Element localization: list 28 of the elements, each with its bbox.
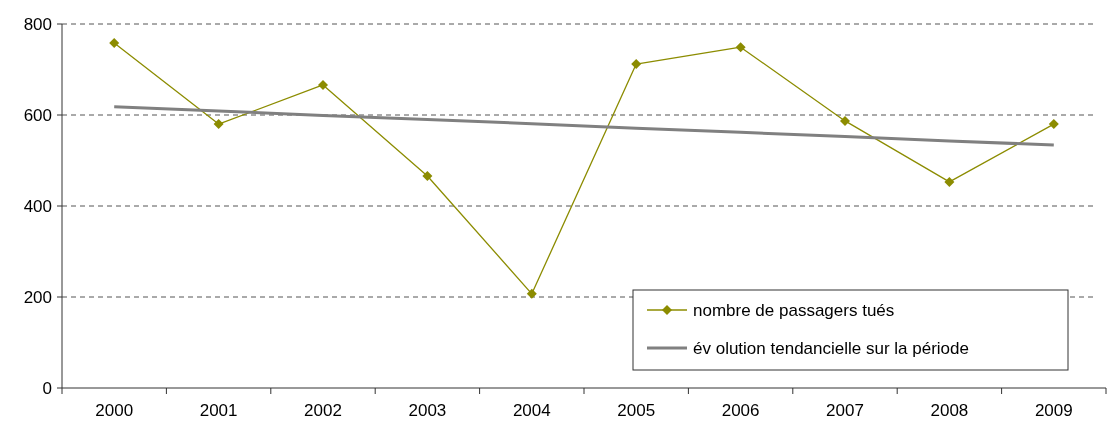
y-tick-label: 200	[23, 287, 52, 307]
x-tick-label: 2009	[1034, 401, 1073, 420]
x-tick-label: 2006	[721, 401, 760, 420]
point	[422, 170, 433, 181]
point	[318, 79, 328, 90]
point	[631, 59, 642, 70]
x-tick-label: 2004	[512, 401, 551, 420]
x-tick-label: 2002	[304, 401, 342, 420]
x-tick-label: 2000	[95, 401, 134, 420]
legend-label: nombre de passagers tués	[693, 300, 895, 320]
x-tick-label: 2001	[199, 401, 238, 420]
legend-label: év olution tendancielle sur la période	[693, 338, 969, 358]
y-tick-label: 600	[23, 105, 52, 125]
point	[735, 42, 746, 53]
x-tick-label: 2007	[826, 401, 864, 420]
point	[109, 38, 120, 49]
y-tick-label: 0	[42, 378, 52, 398]
point	[1048, 119, 1059, 130]
point	[840, 115, 850, 126]
x-tick-label: 2003	[408, 401, 447, 420]
line-series	[112, 105, 1056, 147]
x-tick-label: 2005	[617, 401, 656, 420]
point	[944, 176, 955, 187]
y-tick-label: 400	[23, 196, 52, 216]
point	[213, 119, 224, 130]
point	[526, 288, 537, 299]
x-tick-label: 2008	[930, 401, 969, 420]
y-tick-label: 800	[23, 14, 52, 34]
